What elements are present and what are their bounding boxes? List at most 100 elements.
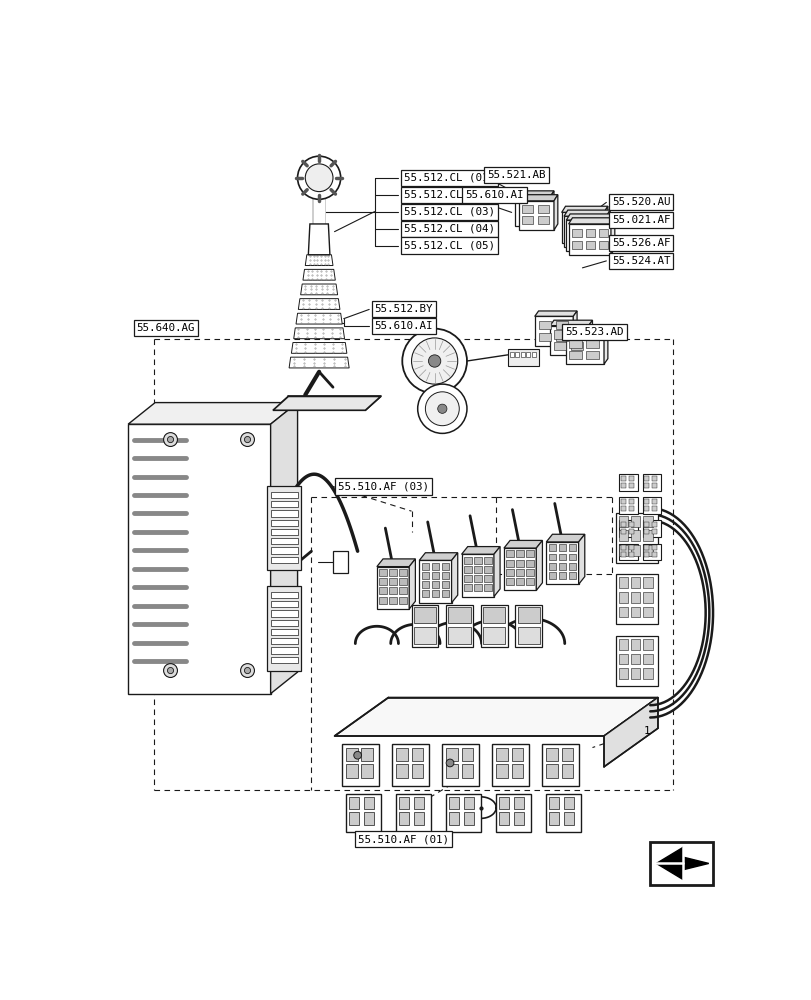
Polygon shape — [272, 396, 380, 410]
Bar — [568, 554, 576, 560]
Polygon shape — [564, 216, 606, 247]
Bar — [270, 657, 297, 663]
Bar — [620, 529, 625, 534]
Bar — [548, 563, 556, 570]
Bar — [643, 545, 649, 550]
Bar — [642, 592, 652, 603]
Bar — [399, 578, 406, 585]
Bar — [431, 563, 439, 570]
Bar — [270, 610, 297, 617]
Circle shape — [417, 384, 466, 433]
Bar — [511, 748, 522, 761]
Bar — [349, 812, 358, 825]
Polygon shape — [493, 547, 500, 597]
Bar — [642, 544, 660, 560]
Bar — [630, 545, 639, 556]
Bar — [564, 797, 573, 809]
Text: 55.512.CL (04): 55.512.CL (04) — [403, 224, 494, 234]
Bar — [548, 544, 556, 551]
Bar — [642, 577, 652, 588]
Bar — [537, 205, 548, 213]
Bar — [270, 520, 297, 526]
Bar — [558, 554, 565, 560]
Polygon shape — [534, 311, 577, 316]
Bar — [618, 654, 627, 664]
Bar — [628, 552, 633, 557]
Polygon shape — [603, 329, 607, 364]
Bar — [572, 229, 581, 237]
Bar — [496, 748, 507, 761]
Bar — [618, 545, 627, 556]
Bar — [399, 797, 409, 809]
Bar — [483, 584, 491, 591]
Bar — [630, 639, 639, 650]
Bar — [463, 797, 474, 809]
Bar — [270, 592, 297, 598]
Bar — [399, 597, 406, 604]
Polygon shape — [294, 328, 344, 339]
Polygon shape — [298, 299, 340, 309]
Bar — [414, 797, 423, 809]
Bar — [537, 216, 548, 224]
Bar — [620, 506, 625, 511]
Circle shape — [437, 404, 446, 413]
Bar — [549, 812, 559, 825]
Polygon shape — [334, 698, 657, 736]
Bar — [643, 552, 649, 557]
Bar — [521, 216, 533, 224]
Bar — [586, 351, 598, 359]
Bar — [483, 566, 491, 573]
Polygon shape — [578, 534, 584, 584]
Polygon shape — [546, 542, 578, 584]
Bar — [441, 572, 448, 579]
Bar — [582, 225, 592, 233]
Bar — [270, 510, 297, 517]
Polygon shape — [603, 206, 607, 243]
Circle shape — [167, 667, 174, 674]
Bar — [642, 654, 652, 664]
Bar — [483, 607, 504, 623]
Bar — [445, 764, 457, 778]
Bar — [568, 544, 576, 551]
Bar — [570, 342, 582, 350]
Text: 55.512.CL (01): 55.512.CL (01) — [403, 173, 494, 183]
Bar — [531, 352, 534, 357]
Bar — [546, 794, 580, 832]
Bar — [558, 544, 565, 551]
Bar — [270, 492, 297, 498]
Bar — [414, 607, 436, 623]
Bar — [553, 342, 565, 350]
Bar — [595, 237, 605, 246]
Bar — [516, 578, 523, 585]
Bar — [505, 560, 513, 567]
Bar — [580, 221, 590, 229]
Bar — [538, 321, 550, 329]
Bar — [379, 578, 386, 585]
Bar — [651, 506, 656, 511]
Bar — [558, 563, 565, 570]
Bar — [642, 668, 652, 679]
Bar — [441, 581, 448, 588]
Bar — [270, 547, 297, 554]
Bar — [499, 797, 508, 809]
Bar — [642, 607, 652, 617]
Bar — [270, 620, 297, 626]
Text: 55.523.AD: 55.523.AD — [564, 327, 624, 337]
Bar — [363, 812, 373, 825]
Bar — [567, 233, 577, 242]
Bar — [549, 797, 559, 809]
Bar — [396, 764, 407, 778]
Bar — [414, 812, 423, 825]
Circle shape — [411, 338, 457, 384]
Bar — [399, 569, 406, 576]
Bar — [542, 744, 579, 786]
Text: 55.640.AG: 55.640.AG — [136, 323, 195, 333]
Bar — [270, 529, 297, 535]
Bar — [651, 483, 656, 488]
Polygon shape — [550, 326, 588, 355]
Bar — [379, 597, 386, 604]
Bar — [442, 744, 478, 786]
Circle shape — [244, 436, 251, 443]
Text: 55.510.AF (01): 55.510.AF (01) — [358, 834, 448, 844]
Bar — [392, 744, 429, 786]
